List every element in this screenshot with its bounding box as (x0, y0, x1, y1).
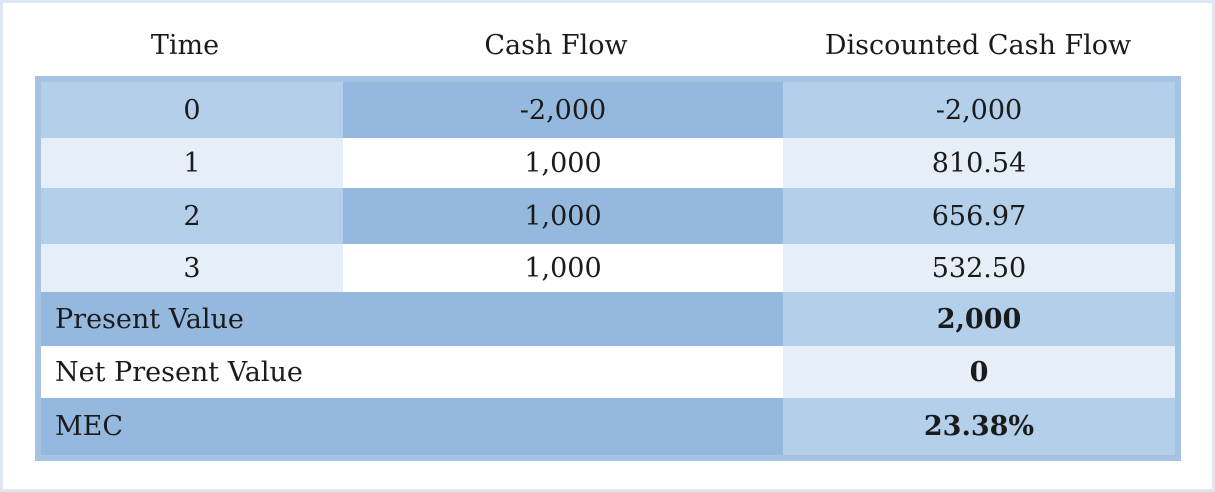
row-0-cash-flow: -2,000 (343, 82, 783, 138)
summary-present-value: 2,000 (783, 292, 1175, 346)
row-1-discounted: 810.54 (783, 138, 1175, 188)
summary-npv: 0 (783, 346, 1175, 398)
header-cash-flow: Cash Flow (484, 30, 628, 61)
summary-mec: 23.38% (783, 398, 1175, 455)
cash-flow-table: 0 -2,000 -2,000 1 1,000 810.54 2 1,000 6… (35, 76, 1181, 461)
summary-mec-label: MEC (41, 398, 783, 455)
row-1-cash-flow: 1,000 (343, 138, 783, 188)
summary-npv-label: Net Present Value (41, 346, 783, 398)
row-2-cash-flow: 1,000 (343, 188, 783, 244)
header-discounted-cash-flow: Discounted Cash Flow (824, 30, 1132, 61)
row-1-time: 1 (41, 138, 343, 188)
header-time: Time (150, 30, 220, 61)
row-0-discounted: -2,000 (783, 82, 1175, 138)
row-2-time: 2 (41, 188, 343, 244)
row-2-discounted: 656.97 (783, 188, 1175, 244)
row-3-cash-flow: 1,000 (343, 244, 783, 292)
summary-present-value-label: Present Value (41, 292, 783, 346)
row-0-time: 0 (41, 82, 343, 138)
row-3-discounted: 532.50 (783, 244, 1175, 292)
row-3-time: 3 (41, 244, 343, 292)
